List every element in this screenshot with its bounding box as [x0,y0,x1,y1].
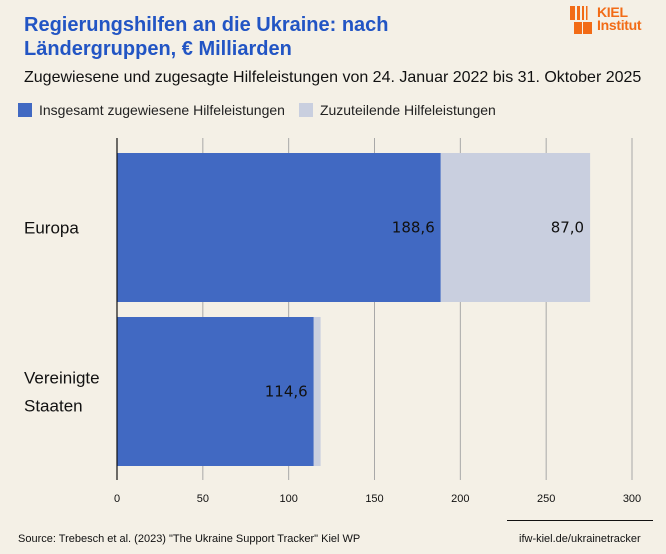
legend-label-remaining: Zuzuteilende Hilfeleistungen [319,102,496,118]
logo-text-kiel: KIEL [597,4,628,20]
bar-allocated-0 [117,153,441,302]
url-divider [507,520,653,521]
category-label-1-0: Vereinigte [24,369,100,388]
x-tick-label-300: 300 [623,493,641,505]
x-tick-label-200: 200 [451,493,469,505]
legend-swatch-remaining [298,103,313,117]
x-tick-label-50: 50 [197,493,209,505]
legend: Insgesamt zugewiesene Hilfeleistungen Zu… [18,102,510,118]
chart-title: Regierungshilfen an die Ukraine: nach Lä… [24,14,389,60]
x-tick-labels: 0 50 100 150 200 250 300 [114,493,641,505]
category-label-0-0: Europa [24,219,79,238]
tracker-url[interactable]: ifw-kiel.de/ukrainetracker [519,533,641,545]
category-labels: Europa Vereinigte Staaten [24,219,100,416]
bar-allocated-1 [117,317,314,466]
bar-remaining-1 [313,317,321,466]
bar-label-allocated-1: 114,6 [265,383,308,401]
chart-subtitle: Zugewiesene und zugesagte Hilfeleistunge… [24,69,642,86]
x-tick-label-0: 0 [114,493,120,505]
bar-label-remaining-0: 87,0 [551,219,584,237]
legend-swatch-allocated [18,103,32,117]
kiel-institut-logo: KIEL Institut [570,4,660,38]
x-tick-label-250: 250 [537,493,555,505]
legend-item-allocated: Insgesamt zugewiesene Hilfeleistungen [18,102,285,118]
bar-label-allocated-0: 188,6 [392,219,435,237]
bars [117,153,591,466]
logo-text-institut: Institut [597,17,642,33]
logo-bars-icon [570,6,592,34]
source-note: Source: Trebesch et al. (2023) "The Ukra… [18,533,361,545]
x-tick-label-100: 100 [279,493,297,505]
legend-item-remaining: Zuzuteilende Hilfeleistungen [298,102,496,118]
bar-labels: 188,6 87,0 114,6 [265,219,584,401]
bar-remaining-0 [440,153,591,302]
legend-label-allocated: Insgesamt zugewiesene Hilfeleistungen [39,102,285,118]
category-label-1-1: Staaten [24,397,83,416]
x-tick-label-150: 150 [365,493,383,505]
